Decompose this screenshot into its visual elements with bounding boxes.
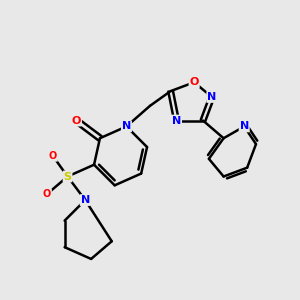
Text: O: O: [49, 151, 57, 161]
Text: N: N: [207, 92, 217, 102]
Text: O: O: [43, 189, 51, 199]
Text: N: N: [172, 116, 181, 126]
Text: N: N: [240, 122, 249, 131]
Text: O: O: [72, 116, 81, 126]
Text: N: N: [122, 122, 131, 131]
Text: N: N: [81, 195, 90, 205]
Text: S: S: [64, 172, 72, 182]
Text: O: O: [190, 77, 199, 87]
